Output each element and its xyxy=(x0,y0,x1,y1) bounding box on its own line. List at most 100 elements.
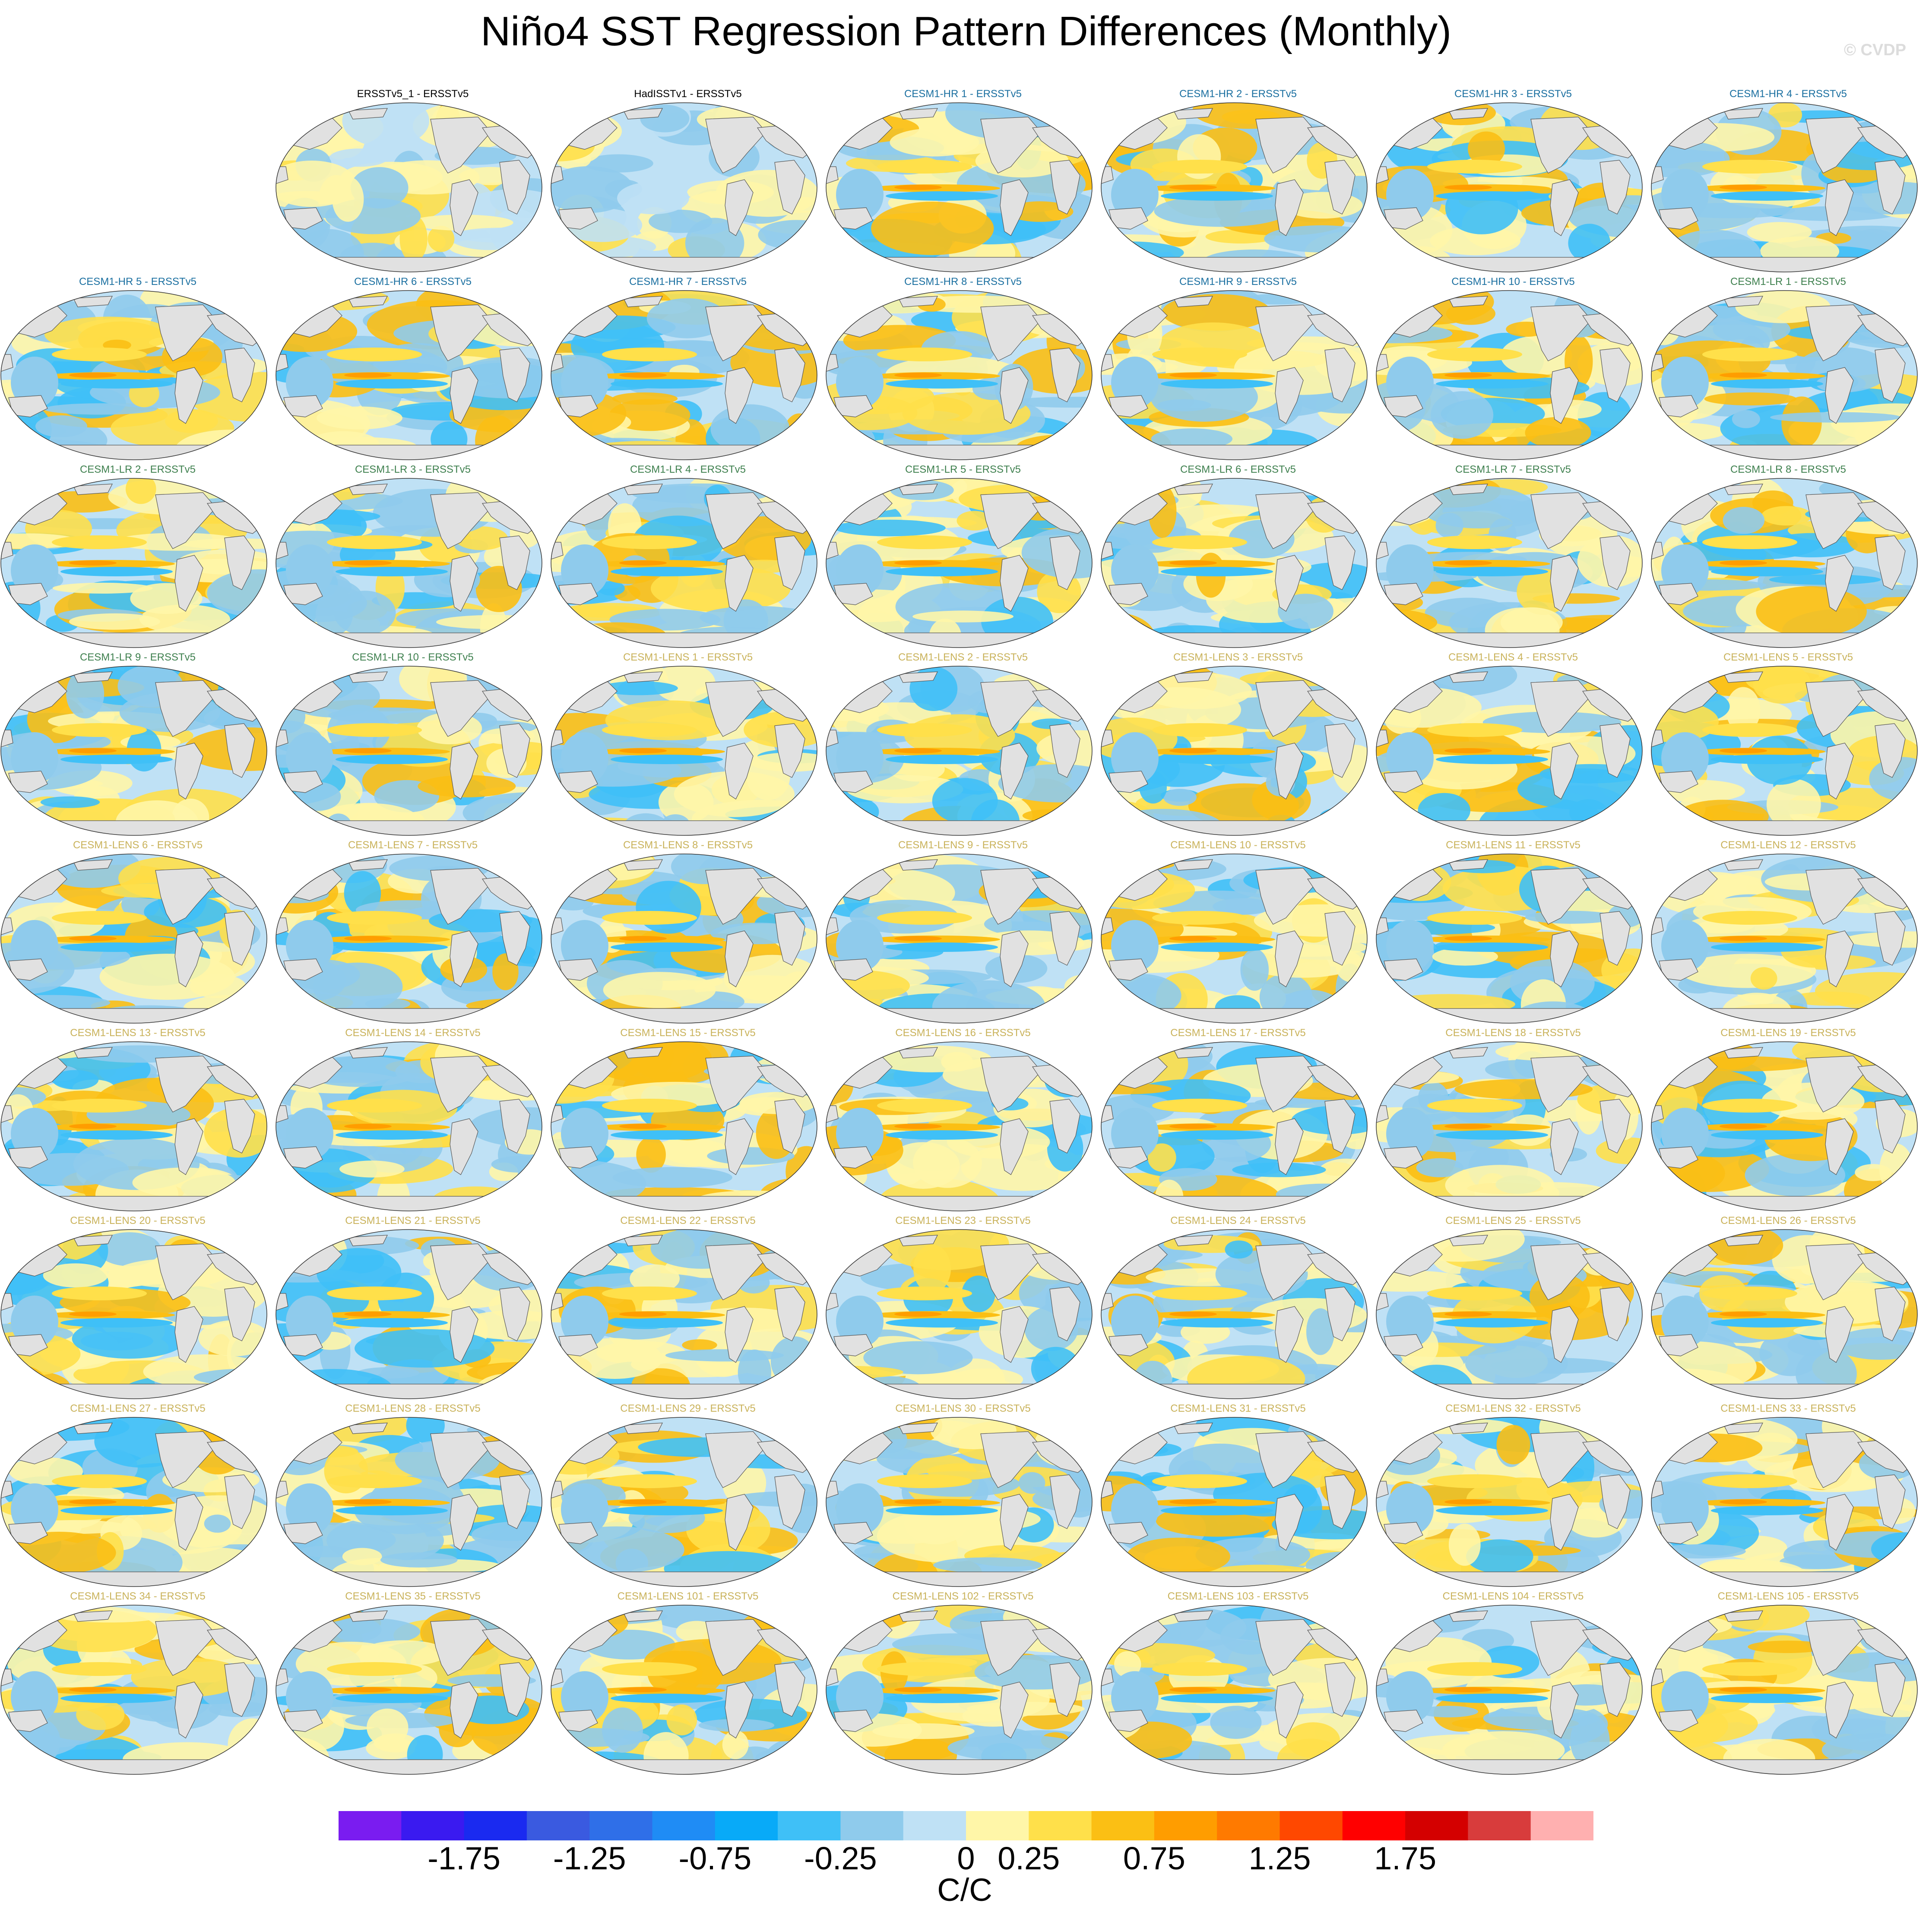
panel-title: CESM1-LENS 17 - ERSSTv5 xyxy=(1170,1027,1306,1039)
map-outline xyxy=(276,1605,542,1775)
land-mass xyxy=(1324,723,1356,778)
anomaly-blob xyxy=(1163,789,1197,806)
indian-ocean-anomaly xyxy=(836,1671,884,1723)
anomaly-blob xyxy=(43,1263,108,1288)
anomaly-blob xyxy=(947,1735,1082,1761)
land-mass xyxy=(980,492,1042,549)
land-mass xyxy=(276,445,542,460)
equatorial-anomaly-south xyxy=(1436,1694,1548,1703)
panel-title: CESM1-LENS 12 - ERSSTv5 xyxy=(1720,839,1856,851)
anomaly-blob xyxy=(1723,507,1765,534)
equatorial-anomaly-south xyxy=(336,379,448,389)
land-mass xyxy=(1875,911,1906,966)
anomaly-blob xyxy=(1419,1706,1478,1717)
land-mass xyxy=(1275,743,1304,800)
land-mass xyxy=(1101,1384,1367,1399)
anomaly-blob xyxy=(1154,195,1289,227)
panel-title: HadISSTv1 - ERSSTv5 xyxy=(634,88,742,100)
map-panel: CESM1-HR 5 - ERSSTv5 xyxy=(0,276,276,464)
land-mass xyxy=(1255,1243,1317,1300)
colorbar-swatch xyxy=(1405,1811,1468,1840)
sst-map xyxy=(1376,1605,1643,1775)
equatorial-anomaly-south xyxy=(886,942,998,952)
colorbar-tick-label: -1.25 xyxy=(553,1840,626,1876)
equatorial-anomaly-core xyxy=(619,1124,667,1129)
anomaly-blob xyxy=(1213,898,1273,915)
land-mass xyxy=(1875,160,1906,215)
panel-title: CESM1-LENS 18 - ERSSTv5 xyxy=(1445,1027,1581,1039)
sst-map xyxy=(1101,666,1368,836)
panel-title: CESM1-LENS 11 - ERSSTv5 xyxy=(1446,839,1580,851)
indian-ocean-anomaly xyxy=(286,544,333,596)
indian-ocean-anomaly xyxy=(1661,1296,1709,1347)
map-panel: CESM1-LENS 28 - ERSSTv5 xyxy=(275,1403,551,1590)
land-mass xyxy=(174,743,203,800)
land-mass xyxy=(1875,1474,1906,1529)
land-mass xyxy=(898,671,938,683)
anomaly-blob xyxy=(1780,1554,1850,1569)
land-mass xyxy=(155,304,216,361)
map-outline xyxy=(826,478,1093,648)
panel-title: CESM1-LENS 27 - ERSSTv5 xyxy=(70,1403,206,1414)
land-mass xyxy=(1101,445,1367,460)
land-mass xyxy=(174,1682,203,1739)
anomaly-blob xyxy=(872,1723,975,1739)
equatorial-anomaly-core xyxy=(894,1499,942,1505)
indian-ocean-anomaly xyxy=(561,1296,608,1347)
indian-ocean-anomaly xyxy=(11,357,58,408)
indian-ocean-anomaly xyxy=(1386,169,1434,221)
land-mass xyxy=(1275,367,1304,424)
northern-anomaly xyxy=(327,1287,422,1300)
map-outline xyxy=(551,102,817,272)
anomaly-blob xyxy=(454,228,542,243)
anomaly-blob xyxy=(932,778,998,824)
map-panel: CESM1-HR 7 - ERSSTv5 xyxy=(550,276,826,464)
equatorial-anomaly-south xyxy=(611,755,723,764)
sst-map xyxy=(276,1041,542,1211)
land-mass xyxy=(224,1662,255,1717)
anomaly-blob xyxy=(682,1339,717,1351)
map-panel: CESM1-LR 3 - ERSSTv5 xyxy=(275,464,551,651)
anomaly-blob xyxy=(617,182,689,215)
equatorial-anomaly-south xyxy=(1161,1506,1273,1515)
anomaly-blob xyxy=(1004,397,1092,408)
equatorial-anomaly-south xyxy=(1161,1694,1273,1703)
anomaly-blob xyxy=(317,1248,402,1298)
indian-ocean-anomaly xyxy=(11,732,58,784)
anomaly-blob xyxy=(941,1052,973,1072)
land-mass xyxy=(1049,1287,1080,1341)
land-mass xyxy=(898,296,938,307)
sst-map xyxy=(551,478,817,648)
map-outline xyxy=(826,854,1093,1024)
panel-title: CESM1-LENS 19 - ERSSTv5 xyxy=(1720,1027,1856,1039)
land-mass xyxy=(826,1196,1092,1211)
equatorial-anomaly-core xyxy=(1720,1312,1767,1317)
map-panel: CESM1-LENS 19 - ERSSTv5 xyxy=(1650,1027,1926,1215)
land-mass xyxy=(430,1243,491,1300)
panel-title: CESM1-LENS 3 - ERSSTv5 xyxy=(1173,651,1303,663)
equatorial-anomaly-core xyxy=(619,748,667,753)
land-mass xyxy=(1875,1287,1906,1341)
map-outline xyxy=(276,1229,542,1399)
map-outline xyxy=(1651,1417,1918,1587)
panel-title: CESM1-LR 2 - ERSSTv5 xyxy=(79,464,196,475)
panel-title: CESM1-HR 6 - ERSSTv5 xyxy=(354,276,472,288)
sst-map xyxy=(551,102,817,272)
anomaly-blob xyxy=(69,613,161,630)
panel-title: CESM1-LR 10 - ERSSTv5 xyxy=(352,651,474,663)
anomaly-blob xyxy=(1,533,79,549)
anomaly-blob xyxy=(1319,807,1367,826)
land-mass xyxy=(430,492,491,549)
anomaly-blob xyxy=(1756,586,1867,637)
land-mass xyxy=(1101,1759,1367,1774)
map-outline xyxy=(551,290,817,460)
land-mass xyxy=(1550,1682,1579,1739)
northern-anomaly xyxy=(1152,723,1247,737)
land-mass xyxy=(980,868,1042,925)
land-mass xyxy=(1,820,267,835)
land-mass xyxy=(1825,555,1854,612)
land-mass xyxy=(1049,535,1080,590)
land-mass xyxy=(1805,868,1867,925)
anomaly-blob xyxy=(1446,302,1495,325)
land-mass xyxy=(898,859,938,871)
